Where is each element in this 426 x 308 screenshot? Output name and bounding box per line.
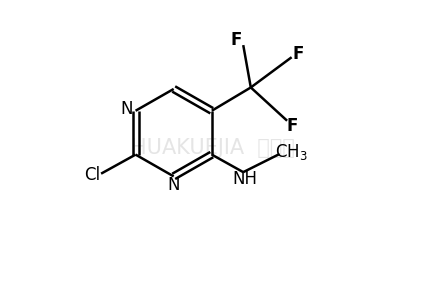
Text: F: F: [231, 31, 242, 49]
Text: CH$_3$: CH$_3$: [275, 142, 308, 162]
Text: NH: NH: [232, 170, 257, 188]
Text: HUAKUEJIA  化学加: HUAKUEJIA 化学加: [131, 138, 295, 158]
Text: N: N: [121, 100, 133, 118]
Text: Cl: Cl: [84, 166, 100, 184]
Text: N: N: [167, 176, 180, 194]
Text: F: F: [287, 117, 298, 135]
Text: F: F: [293, 45, 304, 63]
